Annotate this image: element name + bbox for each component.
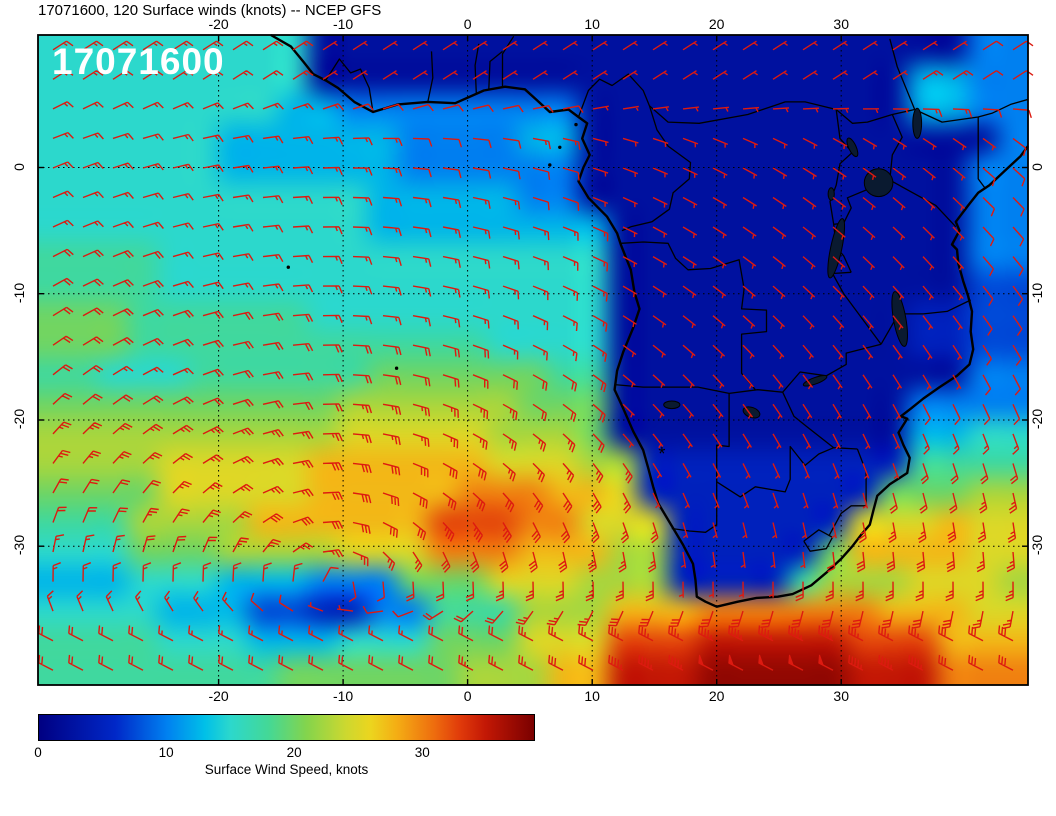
lat-tick-label-left: 0 (11, 162, 27, 171)
figure-title: 17071600, 120 Surface winds (knots) -- N… (38, 2, 382, 19)
lat-tick-label-right: -10 (1029, 282, 1045, 303)
colorbar-gradient (38, 714, 535, 741)
country-borders (325, 35, 1029, 552)
lakes (663, 107, 923, 419)
lon-tick-label-top: 10 (584, 16, 600, 32)
colorbar-tick-label: 0 (34, 745, 42, 760)
lon-tick-label-bottom: -10 (332, 688, 354, 704)
lon-tick-label-bottom: 10 (584, 688, 600, 704)
lat-tick-label-right: 0 (1029, 162, 1045, 171)
colorbar-tick-label: 20 (286, 745, 302, 760)
islands (286, 122, 578, 370)
lon-tick-label-bottom: 20 (708, 688, 725, 704)
lat-tick-label-right: -30 (1029, 535, 1045, 556)
lon-tick-label-top: 0 (463, 16, 472, 32)
lon-tick-label-bottom: 30 (833, 688, 849, 704)
coastline (270, 33, 1029, 608)
colorbar-caption: Surface Wind Speed, knots (204, 762, 369, 777)
city-marker: * (658, 444, 665, 464)
colorbar-tick-label: 30 (414, 745, 430, 760)
lon-tick-label-top: 30 (833, 16, 849, 32)
lat-tick-label-left: -10 (11, 282, 27, 303)
svg-text:*: * (658, 444, 665, 464)
map-timestamp-label: 17071600 (52, 41, 225, 82)
lon-tick-label-top: 20 (708, 16, 725, 32)
lon-tick-label-bottom: -20 (208, 688, 229, 704)
lon-tick-label-bottom: 0 (463, 688, 472, 704)
map-overlay-svg: * (37, 33, 1034, 686)
wind-barbs (38, 40, 1034, 671)
lon-tick-label-top: -10 (332, 16, 354, 32)
lon-tick-label-top: -20 (208, 16, 229, 32)
lat-tick-label-right: -20 (1029, 408, 1045, 430)
lat-tick-label-left: -30 (11, 535, 27, 556)
gridlines (38, 35, 1028, 685)
map-plot-area: * 17071600 (37, 33, 1034, 686)
colorbar-tick-label: 10 (158, 745, 174, 760)
lat-tick-label-left: -20 (11, 408, 27, 430)
map-frame (37, 34, 1029, 686)
